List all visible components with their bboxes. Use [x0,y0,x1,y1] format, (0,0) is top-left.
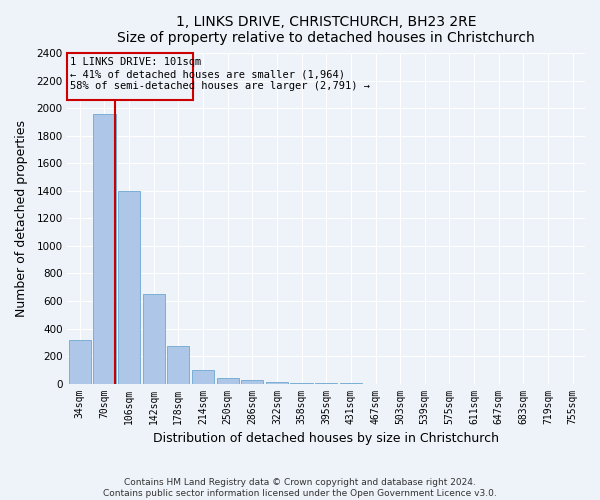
Text: 1 LINKS DRIVE: 101sqm
← 41% of detached houses are smaller (1,964)
58% of semi-d: 1 LINKS DRIVE: 101sqm ← 41% of detached … [70,58,370,90]
Bar [192,370,214,384]
Title: 1, LINKS DRIVE, CHRISTCHURCH, BH23 2RE
Size of property relative to detached hou: 1, LINKS DRIVE, CHRISTCHURCH, BH23 2RE S… [118,15,535,45]
Y-axis label: Number of detached properties: Number of detached properties [15,120,28,317]
Bar [167,346,190,384]
Text: Contains HM Land Registry data © Crown copyright and database right 2024.
Contai: Contains HM Land Registry data © Crown c… [103,478,497,498]
Bar [290,383,313,384]
FancyBboxPatch shape [67,54,193,100]
Bar [266,382,288,384]
Bar [68,340,91,384]
X-axis label: Distribution of detached houses by size in Christchurch: Distribution of detached houses by size … [153,432,499,445]
Bar [143,294,165,384]
Bar [94,114,116,384]
Bar [241,380,263,384]
Bar [217,378,239,384]
Bar [118,191,140,384]
